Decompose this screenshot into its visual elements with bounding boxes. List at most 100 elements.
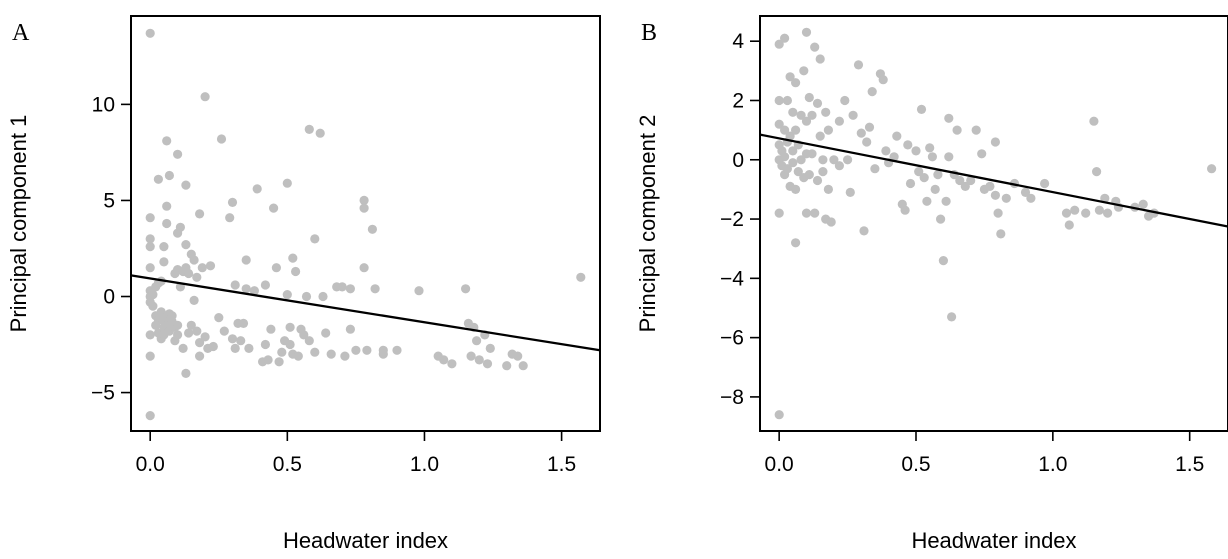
data-point: [960, 181, 970, 191]
data-point: [260, 280, 270, 290]
data-point: [774, 95, 784, 106]
data-point: [291, 266, 301, 277]
data-point: [148, 301, 158, 311]
data-point: [870, 164, 880, 174]
data-point: [304, 336, 314, 346]
data-point: [447, 359, 457, 369]
panel-a: A 0.0 0.5 1.0 1.5 −5 0 5 10 Headwater index Princi…: [6, 15, 601, 553]
data-point: [230, 343, 240, 353]
data-point: [796, 155, 806, 165]
data-point: [285, 339, 295, 350]
data-point: [867, 87, 877, 97]
data-point: [812, 98, 823, 108]
data-point: [472, 336, 482, 346]
data-point: [947, 312, 957, 322]
panel-b: B 0.0 0.5 1.0 1.5 −8 −6 −4 −2 0 2 4 Headwater index P…: [635, 15, 1228, 553]
data-point: [145, 242, 155, 252]
data-point: [230, 280, 240, 290]
y-tick-label: 4: [732, 30, 744, 53]
data-point: [788, 107, 798, 117]
data-point: [853, 60, 864, 70]
data-point: [145, 411, 155, 421]
data-point: [244, 343, 254, 353]
data-point: [153, 174, 163, 184]
data-point: [782, 164, 793, 174]
data-point: [175, 222, 185, 232]
data-point: [310, 234, 320, 244]
data-point: [780, 152, 790, 162]
data-point: [818, 167, 828, 177]
data-point: [162, 218, 172, 229]
data-point: [1070, 205, 1080, 215]
data-point: [326, 349, 336, 359]
data-point: [173, 320, 183, 330]
data-point: [502, 361, 512, 371]
data-point: [485, 343, 495, 353]
data-point: [260, 339, 270, 350]
data-point: [815, 54, 825, 64]
data-point: [227, 197, 238, 207]
regression-line: [759, 133, 1228, 228]
data-point: [148, 290, 158, 300]
y-tick-label: 0: [732, 149, 744, 172]
data-point: [195, 209, 205, 219]
data-point: [889, 152, 899, 162]
data-point: [159, 242, 169, 252]
data-point: [856, 128, 866, 138]
y-tick-label: 5: [103, 189, 115, 212]
data-point: [845, 187, 855, 197]
data-point: [181, 368, 191, 378]
plot-frame: [130, 15, 601, 432]
data-point: [791, 238, 801, 248]
data-point: [864, 122, 875, 132]
data-point: [1092, 167, 1102, 177]
data-point: [1026, 193, 1036, 203]
data-point: [362, 345, 372, 355]
data-point: [799, 66, 809, 76]
data-point: [985, 181, 995, 191]
data-point: [318, 291, 328, 302]
data-point: [200, 332, 210, 342]
data-point: [793, 167, 803, 177]
data-point: [804, 92, 814, 103]
y-tick-label: −8: [720, 386, 744, 409]
x-tick-label: 1.5: [1175, 453, 1204, 476]
y-tick-label: 0: [103, 286, 115, 309]
data-point: [304, 124, 314, 134]
x-tick-label: 1.0: [410, 453, 439, 476]
data-point: [1081, 208, 1091, 218]
data-point: [774, 410, 784, 420]
data-point: [834, 161, 845, 171]
data-point: [911, 146, 921, 156]
data-point: [178, 343, 188, 353]
data-point: [818, 155, 828, 165]
data-point: [791, 125, 801, 135]
data-point: [1103, 208, 1113, 218]
data-point: [359, 263, 369, 273]
data-point: [922, 196, 932, 206]
data-point: [184, 328, 194, 338]
data-point: [241, 255, 251, 265]
data-point: [941, 196, 951, 206]
data-point: [936, 214, 946, 224]
data-point: [370, 284, 380, 294]
data-point: [219, 326, 229, 336]
data-point: [1040, 178, 1050, 189]
data-point: [414, 286, 424, 296]
data-point: [933, 170, 943, 180]
data-point: [192, 272, 202, 282]
data-point: [801, 27, 812, 37]
data-point: [990, 190, 1001, 200]
data-point: [977, 149, 987, 159]
data-point: [288, 253, 298, 263]
data-point: [249, 286, 259, 296]
data-point: [145, 263, 155, 273]
data-point: [823, 125, 834, 135]
data-point: [186, 320, 196, 330]
data-point: [274, 357, 284, 367]
y-tick-label: −6: [720, 327, 744, 350]
data-point: [293, 351, 303, 361]
data-point: [208, 341, 218, 352]
data-point: [266, 324, 276, 334]
data-point: [774, 119, 784, 129]
